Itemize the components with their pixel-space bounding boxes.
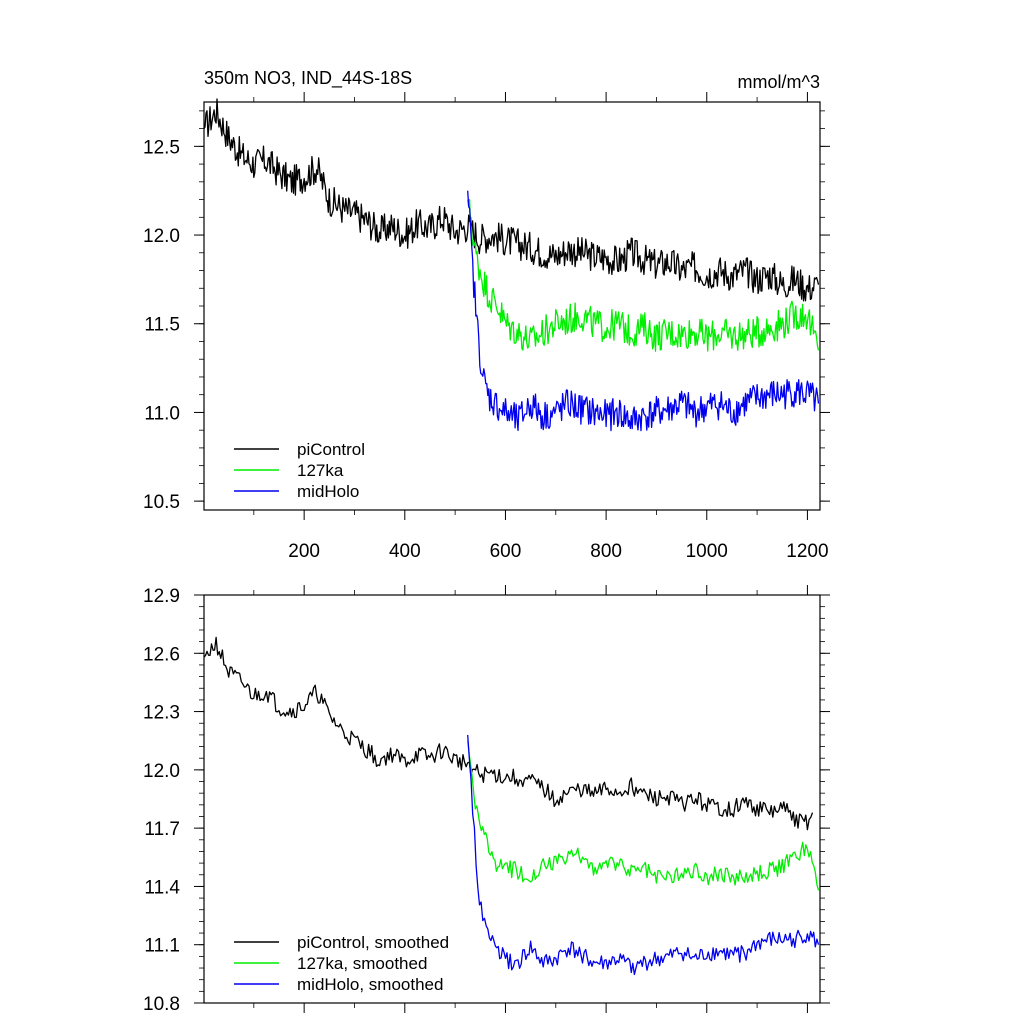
y-tick-label: 10.5 [143,492,180,513]
series-line-1 [467,198,820,352]
series-line-0 [203,98,820,302]
y-tick-label: 11.0 [144,403,180,424]
x-tick-label: 200 [288,541,320,562]
top-chart-units: mmol/m^3 [738,72,820,92]
series-line-0 [203,636,814,831]
y-tick-label: 12.0 [143,761,180,782]
y-tick-label: 12.3 [143,703,180,724]
legend-label-2: midHolo [297,482,359,501]
legend-label-1: 127ka [297,461,344,480]
legend-label-1: 127ka, smoothed [297,954,427,973]
top-series-lines [203,98,820,432]
bottom-legend: piControl, smoothed 127ka, smoothed midHol… [234,933,449,994]
y-tick-label: 11.7 [144,819,180,840]
series-line-1 [467,740,820,891]
y-tick-label: 10.8 [143,994,180,1015]
top-chart-title: 350m NO3, IND_44S-18S [204,68,412,89]
y-tick-label: 12.0 [143,226,180,247]
top-legend: piControl 127ka midHolo [234,440,365,501]
top-axis-ticks: 10.5 11.0 11.5 12.0 12.5 200 400 600 800 1000 1200 [143,92,830,562]
x-tick-label: 600 [490,541,522,562]
y-tick-label: 11.1 [144,936,180,957]
bottom-series-lines [203,636,820,976]
y-tick-label: 12.5 [143,137,180,158]
series-line-2 [467,734,820,976]
legend-label-2: midHolo, smoothed [297,975,443,994]
bottom-axis-ticks: 10.8 11.1 11.4 11.7 12.0 12.3 12.6 12.9 [143,585,830,1015]
bottom-panel: 10.8 11.1 11.4 11.7 12.0 12.3 12.6 12.9 piContr… [143,585,830,1015]
y-tick-label: 11.5 [144,315,180,336]
y-tick-label: 12.6 [143,644,180,665]
bottom-plot-frame [203,594,821,1004]
legend-label-0: piControl [297,440,365,459]
series-line-2 [467,190,820,432]
top-panel: 350m NO3, IND_44S-18S mmol/m^3 10.511.01… [143,68,830,562]
x-tick-label: 1000 [686,541,728,562]
y-tick-label: 11.4 [144,877,180,898]
y-tick-label: 12.9 [143,586,180,607]
x-tick-label: 1200 [786,541,828,562]
legend-label-0: piControl, smoothed [297,933,449,952]
x-tick-label: 400 [389,541,421,562]
x-tick-label: 800 [590,541,622,562]
